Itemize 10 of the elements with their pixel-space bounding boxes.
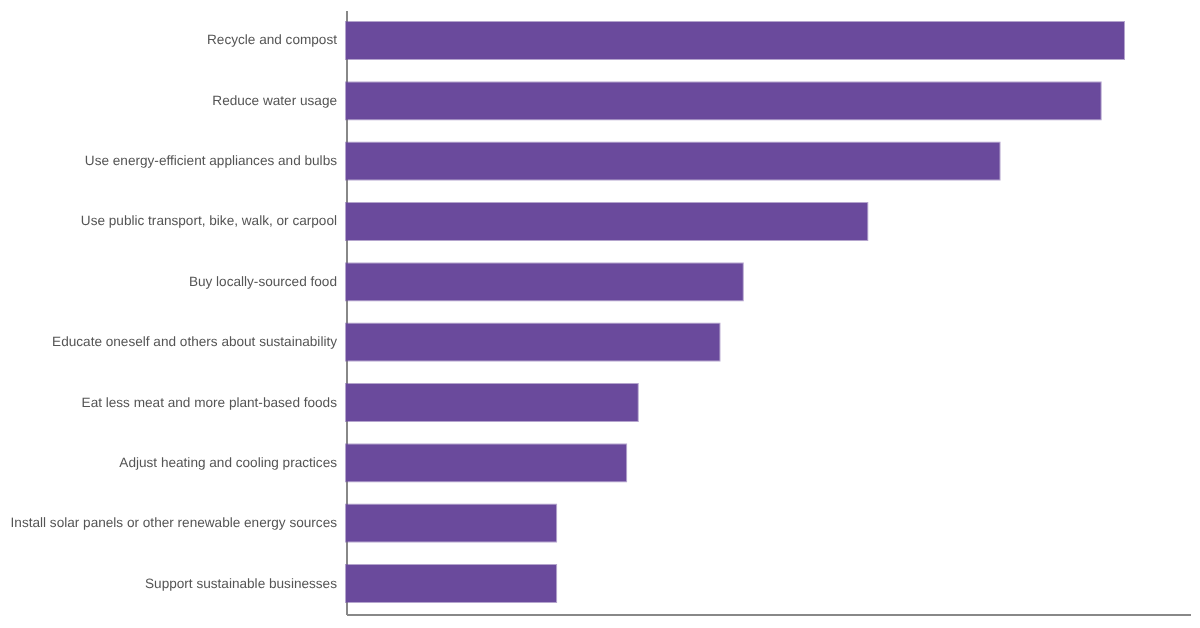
bar (345, 202, 869, 241)
bar (345, 564, 558, 603)
bar (345, 503, 558, 543)
bar (345, 262, 744, 302)
bar (345, 322, 721, 362)
bar (345, 141, 1001, 181)
bar (345, 81, 1102, 121)
bar (345, 21, 1125, 60)
bar (345, 443, 628, 483)
bar (345, 383, 639, 422)
